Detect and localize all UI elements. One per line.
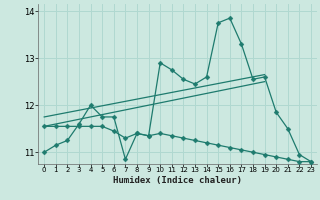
X-axis label: Humidex (Indice chaleur): Humidex (Indice chaleur) [113,176,242,185]
